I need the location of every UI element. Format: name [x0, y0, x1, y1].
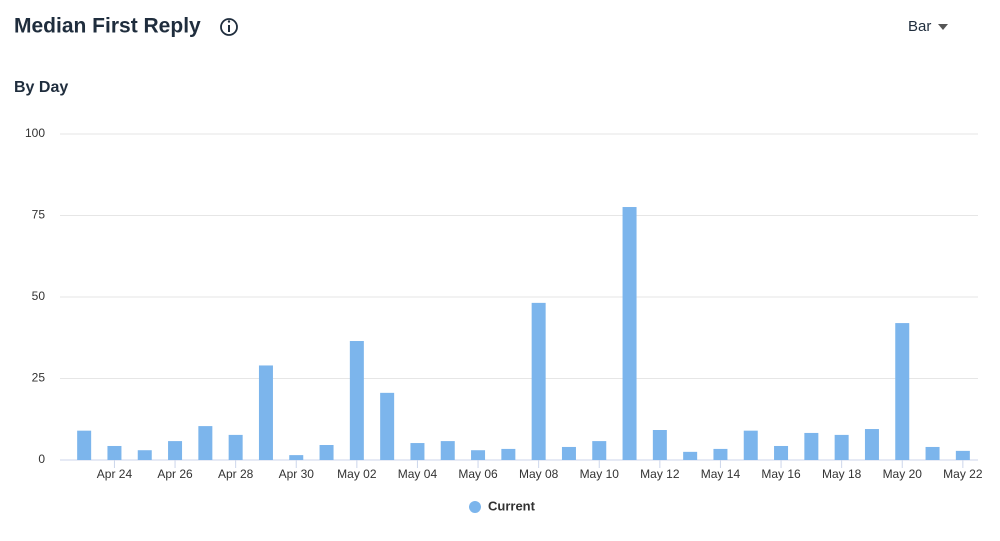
chart-title: Median First Reply [14, 15, 201, 38]
bar [774, 445, 789, 460]
bar [289, 455, 304, 460]
bar [319, 445, 334, 460]
info-icon[interactable] [220, 18, 238, 36]
y-tick-label: 0 [38, 452, 45, 466]
bar [349, 341, 364, 460]
x-tick-label: May 02 [337, 467, 377, 481]
x-tick-label: May 20 [883, 467, 923, 481]
x-tick-label: Apr 30 [279, 467, 315, 481]
bar [501, 448, 516, 460]
dropdown-label: Bar [908, 18, 931, 35]
x-tick-label: May 16 [761, 467, 801, 481]
x-tick-label: May 04 [398, 467, 438, 481]
bar [198, 426, 213, 460]
y-tick-label: 75 [32, 208, 46, 222]
bar [410, 443, 425, 460]
x-tick-label: May 08 [519, 467, 559, 481]
bar [834, 434, 849, 460]
bar [107, 445, 122, 460]
bar [652, 430, 667, 460]
chart-subtitle: By Day [14, 79, 68, 96]
bar [864, 429, 879, 460]
bar [137, 450, 152, 460]
bar [440, 441, 455, 460]
bar [925, 446, 940, 460]
bar [622, 207, 637, 460]
bar [471, 450, 486, 460]
bar [228, 434, 243, 460]
y-tick-label: 100 [25, 126, 45, 140]
legend-marker[interactable] [469, 501, 481, 513]
bar [380, 392, 395, 460]
bar [955, 450, 970, 460]
bar [592, 441, 607, 460]
x-tick-label: May 10 [580, 467, 620, 481]
x-tick-label: Apr 24 [97, 467, 133, 481]
bar [683, 451, 698, 460]
bar [561, 446, 576, 460]
bar [743, 430, 758, 460]
chart-type-dropdown[interactable]: Bar [908, 18, 948, 35]
x-tick-label: May 12 [640, 467, 680, 481]
bar [713, 448, 728, 460]
x-tick-label: May 06 [458, 467, 498, 481]
bar [77, 430, 92, 460]
bar [168, 441, 183, 460]
y-tick-label: 25 [32, 371, 46, 385]
bar [804, 432, 819, 460]
x-tick-label: May 22 [943, 467, 983, 481]
y-tick-label: 50 [32, 289, 46, 303]
bar [895, 323, 910, 460]
bar [531, 302, 546, 460]
x-tick-label: May 18 [822, 467, 862, 481]
bar [258, 365, 273, 460]
x-tick-label: May 14 [701, 467, 741, 481]
x-tick-label: Apr 26 [157, 467, 193, 481]
x-tick-label: Apr 28 [218, 467, 254, 481]
legend-label[interactable]: Current [488, 498, 536, 513]
